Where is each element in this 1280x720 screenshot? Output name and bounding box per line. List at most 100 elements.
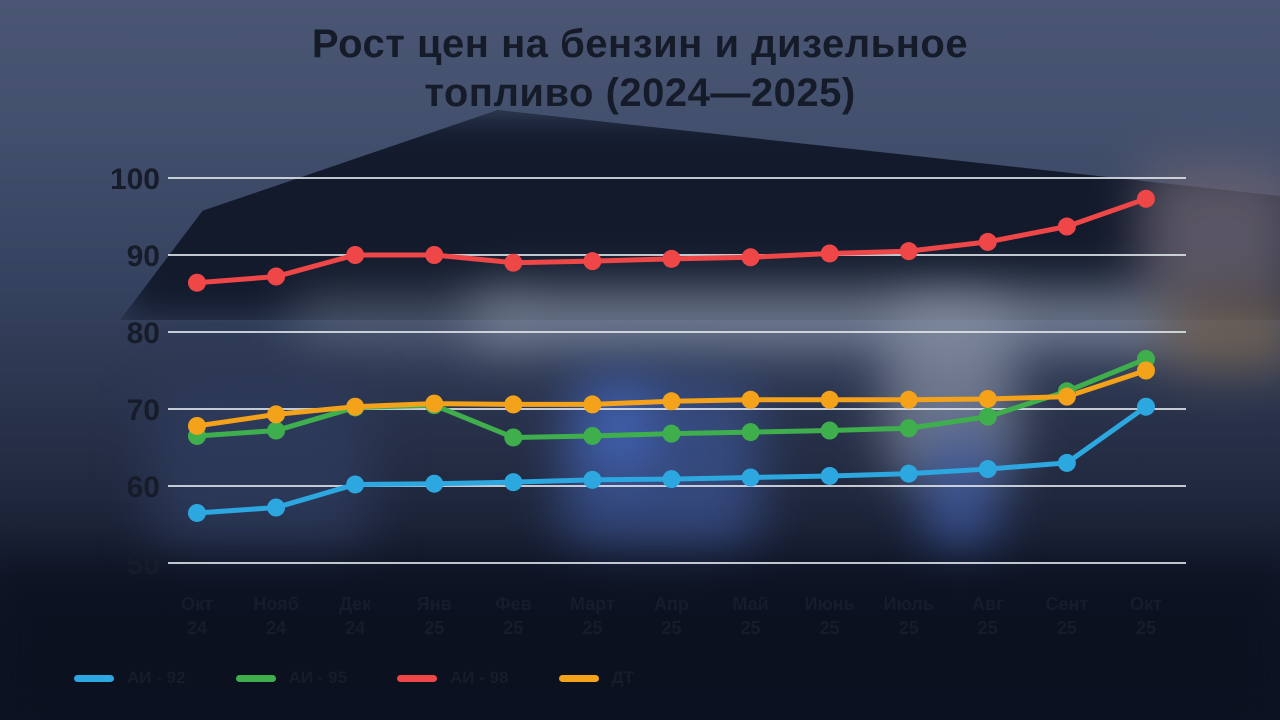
data-point: [978, 407, 997, 426]
data-point: [662, 424, 681, 443]
data-point: [899, 242, 918, 261]
x-axis-tick-year: 25: [582, 618, 602, 638]
y-axis-tick-label: 60: [127, 471, 160, 504]
background-blob: [1160, 300, 1280, 370]
legend-swatch: [397, 674, 438, 682]
x-axis-tick-month: Янв: [417, 594, 452, 614]
data-point: [820, 421, 839, 440]
data-point: [583, 252, 602, 271]
data-point: [188, 273, 206, 292]
legend-label: АИ - 95: [288, 668, 348, 687]
data-point: [346, 246, 365, 264]
data-point: [583, 395, 602, 414]
page-title: Рост цен на бензин и дизельное топливо (…: [0, 20, 1280, 118]
data-point: [1057, 453, 1076, 472]
legend-item: АИ - 95: [235, 668, 348, 688]
data-point: [425, 246, 444, 264]
background-blob: [1140, 160, 1280, 310]
data-point: [1136, 397, 1155, 416]
data-point: [899, 419, 918, 438]
x-axis-tick-year: 25: [424, 618, 444, 638]
legend-label: АИ - 98: [450, 668, 509, 687]
data-point: [188, 416, 206, 435]
data-point: [267, 405, 286, 424]
background-blob: [0, 560, 1280, 720]
data-point: [662, 470, 681, 489]
data-point: [267, 267, 286, 286]
page-title-line2: топливо (2024—2025): [424, 70, 856, 115]
data-point: [425, 474, 444, 493]
data-point: [978, 232, 997, 251]
data-point: [820, 244, 839, 263]
y-axis-tick-label: 100: [110, 163, 160, 196]
x-axis-tick-month: Дек: [339, 594, 372, 614]
x-axis-tick-month: Окт: [1130, 594, 1162, 614]
data-point: [583, 470, 602, 489]
x-axis-tick-month: Март: [570, 594, 615, 614]
x-axis-tick-month: Апр: [654, 594, 689, 614]
data-point: [1057, 217, 1076, 236]
data-point: [583, 426, 602, 445]
data-point: [188, 503, 206, 522]
data-point: [978, 389, 997, 408]
data-point: [741, 468, 760, 487]
series-line-0: [194, 404, 1149, 516]
data-point: [741, 248, 760, 267]
data-point: [820, 466, 839, 485]
legend-label: ДТ: [611, 668, 635, 687]
data-point: [662, 249, 681, 268]
data-point: [346, 397, 365, 416]
x-axis-tick-year: 24: [266, 618, 286, 638]
data-point: [662, 392, 681, 411]
background-blob: [925, 430, 995, 560]
x-axis-tick-year: 25: [741, 618, 761, 638]
data-point: [899, 464, 918, 483]
data-point: [820, 390, 839, 409]
data-point: [504, 395, 523, 414]
legend-swatch: [558, 674, 599, 682]
x-axis-tick-month: Окт: [181, 594, 213, 614]
data-point: [1057, 387, 1076, 406]
legend-item: АИ - 98: [397, 668, 509, 688]
data-point: [741, 390, 760, 409]
series-line-2: [194, 196, 1149, 286]
data-point: [267, 421, 286, 440]
y-axis-tick-label: 90: [127, 240, 160, 273]
background-blob: [470, 292, 1190, 344]
legend-swatch: [235, 674, 276, 682]
data-point: [899, 390, 918, 409]
data-point: [425, 394, 444, 413]
data-point: [504, 253, 523, 272]
x-axis-tick-year: 25: [1136, 618, 1156, 638]
data-point: [346, 475, 365, 494]
x-axis-tick-month: Июнь: [805, 594, 855, 614]
data-point: [741, 423, 760, 442]
x-axis-tick-year: 25: [1057, 618, 1077, 638]
legend-label: АИ - 92: [127, 668, 186, 687]
x-axis-tick-month: Май: [732, 594, 768, 614]
data-point: [978, 460, 997, 479]
x-axis-tick-year: 25: [503, 618, 523, 638]
x-axis-tick-year: 25: [661, 618, 681, 638]
x-axis-tick-year: 24: [345, 618, 365, 638]
y-axis-tick-label: 80: [127, 317, 160, 350]
data-point: [504, 473, 523, 492]
x-axis-tick-year: 25: [899, 618, 919, 638]
legend-item: АИ - 92: [74, 668, 186, 688]
legend-swatch: [74, 674, 114, 682]
x-axis-tick-month: Сент: [1046, 594, 1089, 614]
data-point: [1136, 189, 1155, 208]
y-axis-tick-label: 50: [127, 548, 160, 581]
data-point: [504, 428, 523, 447]
x-axis-tick-month: Июль: [884, 594, 934, 614]
data-point: [267, 498, 286, 517]
chart-legend: АИ - 92 АИ - 95 АИ - 98 ДТ: [74, 668, 634, 688]
x-axis-tick-year: 25: [820, 618, 840, 638]
x-axis-tick-month: Фев: [495, 594, 531, 614]
x-axis-tick-month: Авг: [972, 594, 1004, 614]
data-point: [1136, 361, 1155, 380]
